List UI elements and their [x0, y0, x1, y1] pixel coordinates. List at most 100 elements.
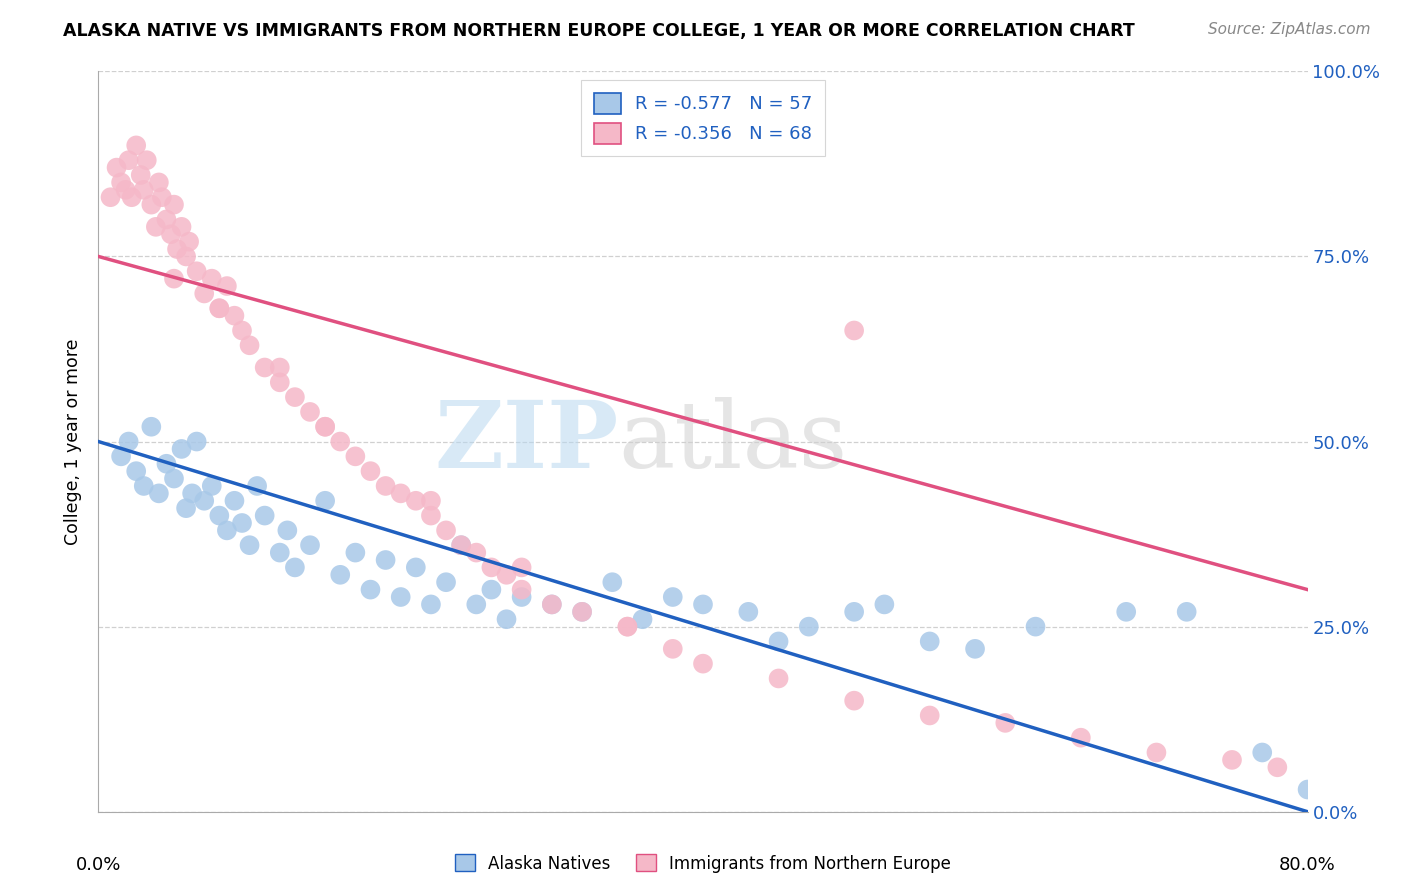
Point [1175, 605, 1198, 619]
Point [692, 598, 714, 612]
Point [360, 464, 382, 478]
Point [314, 493, 336, 508]
Point [155, 212, 177, 227]
Point [105, 161, 128, 175]
Point [208, 508, 231, 523]
Point [148, 175, 170, 190]
Point [224, 493, 246, 508]
Point [1146, 746, 1168, 760]
Point [284, 390, 307, 404]
Text: atlas: atlas [619, 397, 848, 486]
Point [132, 183, 155, 197]
Point [661, 590, 683, 604]
Point [135, 153, 157, 168]
Point [631, 612, 654, 626]
Text: ALASKA NATIVE VS IMMIGRANTS FROM NORTHERN EUROPE COLLEGE, 1 YEAR OR MORE CORRELA: ALASKA NATIVE VS IMMIGRANTS FROM NORTHER… [63, 22, 1135, 40]
Text: 0.0%: 0.0% [76, 856, 121, 874]
Point [737, 605, 759, 619]
Point [231, 324, 253, 338]
Point [166, 242, 188, 256]
Point [299, 405, 322, 419]
Point [344, 546, 367, 560]
Point [1296, 782, 1319, 797]
Point [121, 190, 143, 204]
Point [450, 538, 472, 552]
Point [201, 271, 224, 285]
Point [163, 197, 186, 211]
Point [374, 479, 396, 493]
Point [269, 546, 291, 560]
Point [269, 376, 291, 390]
Point [208, 301, 231, 316]
Point [132, 479, 155, 493]
Point [150, 190, 173, 204]
Point [239, 538, 262, 552]
Point [231, 516, 253, 530]
Legend: R = -0.577   N = 57, R = -0.356   N = 68: R = -0.577 N = 57, R = -0.356 N = 68 [581, 80, 825, 156]
Point [844, 605, 866, 619]
Point [420, 508, 443, 523]
Point [201, 479, 224, 493]
Point [129, 168, 152, 182]
Point [844, 324, 866, 338]
Point [174, 501, 197, 516]
Point [1220, 753, 1243, 767]
Point [540, 598, 562, 612]
Point [918, 708, 941, 723]
Point [299, 538, 322, 552]
Point [118, 153, 141, 168]
Point [1267, 760, 1289, 774]
Point [616, 619, 638, 633]
Point [692, 657, 714, 671]
Point [314, 419, 336, 434]
Point [873, 598, 896, 612]
Point [571, 605, 593, 619]
Point [110, 175, 132, 190]
Point [768, 634, 790, 648]
Point [186, 434, 208, 449]
Point [193, 493, 215, 508]
Point [1070, 731, 1092, 745]
Point [616, 619, 638, 633]
Point [495, 612, 517, 626]
Point [661, 641, 683, 656]
Point [110, 450, 132, 464]
Point [495, 567, 517, 582]
Point [215, 279, 238, 293]
Point [434, 524, 457, 538]
Point [224, 309, 246, 323]
Point [155, 457, 177, 471]
Point [465, 598, 488, 612]
Point [145, 219, 167, 234]
Point [465, 546, 488, 560]
Point [481, 560, 503, 574]
Point [965, 641, 987, 656]
Point [329, 567, 352, 582]
Point [125, 138, 148, 153]
Point [918, 634, 941, 648]
Point [510, 560, 533, 574]
Point [434, 575, 457, 590]
Point [141, 197, 163, 211]
Point [768, 672, 790, 686]
Point [215, 524, 238, 538]
Point [269, 360, 291, 375]
Point [571, 605, 593, 619]
Point [450, 538, 472, 552]
Point [405, 560, 427, 574]
Point [797, 619, 820, 633]
Point [163, 271, 186, 285]
Point [994, 715, 1017, 730]
Point [1251, 746, 1274, 760]
Point [1115, 605, 1137, 619]
Point [844, 694, 866, 708]
Point [276, 524, 298, 538]
Point [239, 338, 262, 352]
Point [405, 493, 427, 508]
Point [253, 360, 276, 375]
Point [389, 590, 412, 604]
Y-axis label: College, 1 year or more: College, 1 year or more [65, 338, 83, 545]
Point [374, 553, 396, 567]
Point [174, 250, 197, 264]
Point [389, 486, 412, 500]
